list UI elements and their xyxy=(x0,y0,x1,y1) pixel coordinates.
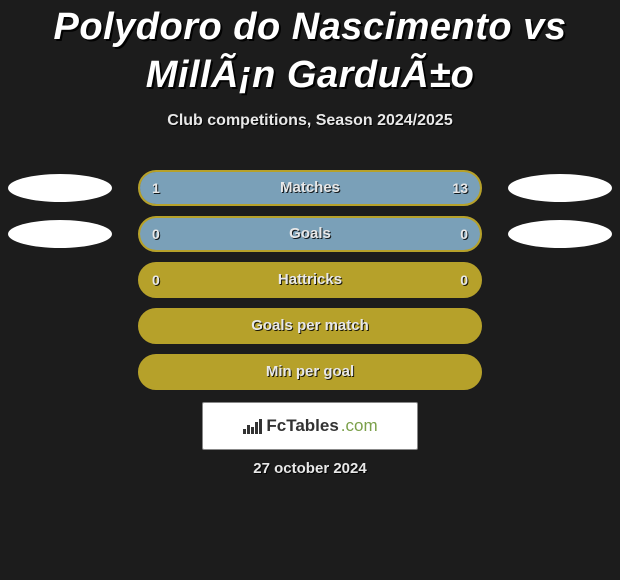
player-right-ellipse xyxy=(508,220,612,248)
stat-row: Goals per match xyxy=(0,306,620,346)
stat-value-left: 0 xyxy=(152,216,160,252)
brand-box: FcTables.com xyxy=(202,402,418,450)
stat-label: Goals xyxy=(138,216,482,252)
stat-row: Hattricks0 0 xyxy=(0,260,620,300)
footer-date: 27 october 2024 xyxy=(0,460,620,477)
stat-value-right: 0 xyxy=(460,262,468,298)
player-right-ellipse xyxy=(508,174,612,202)
stat-row: Min per goal xyxy=(0,352,620,392)
stat-label: Hattricks xyxy=(138,262,482,298)
stat-row: Matches1 13 xyxy=(0,168,620,208)
stat-value-left: 0 xyxy=(152,262,160,298)
comparison-infographic: Polydoro do Nascimento vs MillÃ¡n GarduÃ… xyxy=(0,0,620,580)
stat-label: Matches xyxy=(138,170,482,206)
stat-row: Goals0 0 xyxy=(0,214,620,254)
player-left-ellipse xyxy=(8,174,112,202)
player-left-ellipse xyxy=(8,220,112,248)
page-subtitle: Club competitions, Season 2024/2025 xyxy=(0,112,620,130)
brand-suffix: .com xyxy=(341,416,378,436)
stat-value-left: 1 xyxy=(152,170,160,206)
bar-chart-icon xyxy=(242,417,264,435)
stat-value-right: 0 xyxy=(460,216,468,252)
stat-value-right: 13 xyxy=(452,170,468,206)
stat-label: Goals per match xyxy=(138,308,482,344)
page-title: Polydoro do Nascimento vs MillÃ¡n GarduÃ… xyxy=(0,4,620,99)
stat-rows: Matches113Goals00Hattricks00Goals per ma… xyxy=(0,168,620,398)
brand-name: FcTables xyxy=(266,416,338,436)
stat-label: Min per goal xyxy=(138,354,482,390)
